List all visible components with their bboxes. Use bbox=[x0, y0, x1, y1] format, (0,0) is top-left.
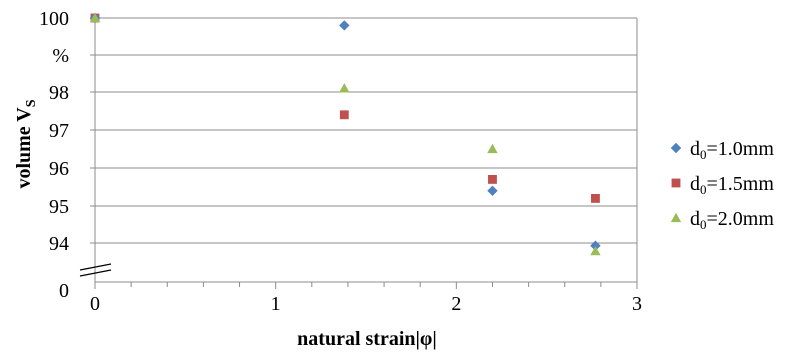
x-tick-label: 0 bbox=[90, 293, 100, 315]
legend-subscript: 0 bbox=[700, 217, 707, 232]
point-diamond bbox=[590, 240, 601, 251]
axis-break-mark bbox=[79, 263, 112, 271]
point-triangle bbox=[89, 12, 101, 23]
x-tick-label: 2 bbox=[451, 293, 461, 315]
point-square bbox=[591, 193, 600, 203]
y-axis-label: volume VS bbox=[13, 99, 39, 188]
y-tick-label: 100 bbox=[39, 8, 69, 30]
legend-base: d bbox=[690, 173, 700, 195]
y-tick-label: 96 bbox=[49, 158, 69, 180]
y-axis-label-main: volume V bbox=[13, 107, 35, 189]
legend-marker-triangle bbox=[670, 212, 682, 223]
legend-rest: =1.5mm bbox=[707, 173, 775, 195]
legend-base: d bbox=[690, 208, 700, 230]
point-triangle bbox=[339, 83, 350, 93]
legend-entry-label: d0=1.0mm bbox=[690, 138, 774, 162]
legend-rest: =1.0mm bbox=[707, 138, 775, 160]
axis-break-mark bbox=[79, 269, 112, 277]
y-tick-label: 94 bbox=[49, 233, 69, 255]
legend-entry-label: d0=2.0mm bbox=[690, 208, 774, 232]
tick-labels: 100 98 97 96 95 94 0% 0 1 2 3 bbox=[39, 8, 642, 315]
point-triangle bbox=[590, 245, 601, 256]
legend-rest: =2.0mm bbox=[707, 208, 775, 230]
legend-subscript: 0 bbox=[700, 182, 707, 197]
point-square bbox=[339, 110, 349, 120]
y-axis-unit: % bbox=[52, 45, 69, 67]
legend-subscript: 0 bbox=[700, 147, 707, 162]
x-tick-label: 1 bbox=[271, 293, 281, 315]
y-tick-label: 97 bbox=[49, 120, 69, 142]
point-diamond bbox=[339, 20, 350, 31]
legend-entry-label: d0=1.5mm bbox=[690, 173, 774, 197]
x-axis-label: natural strain|φ| bbox=[297, 328, 437, 350]
legend-base: d bbox=[690, 138, 700, 160]
x-tick-label: 3 bbox=[632, 293, 642, 315]
legend-marker-square bbox=[671, 178, 681, 188]
point-diamond bbox=[487, 185, 498, 196]
point-triangle bbox=[487, 143, 498, 154]
legend-marker-diamond bbox=[670, 142, 682, 154]
data-points bbox=[89, 12, 601, 256]
y-tick-label: 95 bbox=[49, 196, 69, 218]
y-tick-label: 0 bbox=[59, 280, 69, 302]
y-tick-label: 98 bbox=[49, 82, 69, 104]
point-square bbox=[488, 174, 497, 184]
axes bbox=[79, 17, 638, 289]
y-axis-label-subscript: S bbox=[24, 99, 39, 107]
gridlines bbox=[95, 17, 637, 244]
